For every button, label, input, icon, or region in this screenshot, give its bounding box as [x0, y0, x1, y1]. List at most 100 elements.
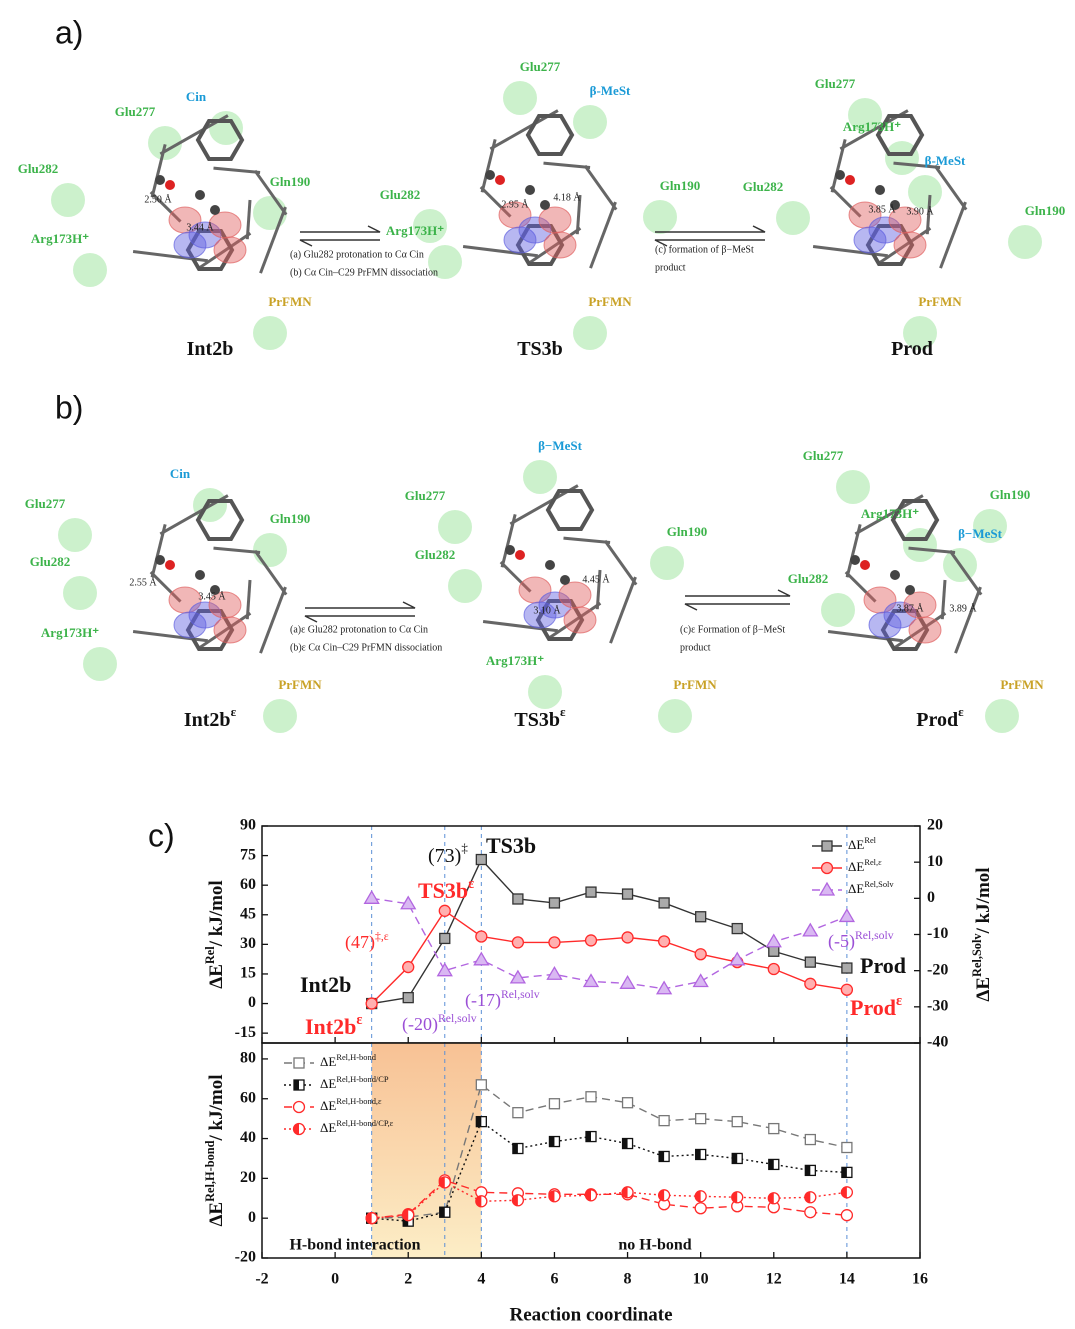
orbital-lobe	[208, 211, 242, 239]
data-point	[655, 980, 673, 995]
y2-tick-label: 0	[927, 889, 935, 906]
x-tick-label: 4	[477, 1271, 485, 1288]
data-point	[400, 895, 417, 910]
plot-frame	[261, 1042, 921, 1259]
marker-shape	[804, 977, 817, 990]
y-tick-label: 80	[240, 1050, 256, 1067]
residue-highlight	[973, 509, 1007, 543]
marker-shape	[473, 951, 490, 966]
text-part: ε	[356, 1012, 362, 1028]
data-point	[802, 922, 819, 937]
residue-highlight	[903, 528, 937, 562]
marker-shape	[548, 1098, 561, 1110]
data-point	[475, 853, 487, 866]
marker-shape	[619, 975, 636, 989]
ring	[185, 228, 235, 272]
residue-label: PrFMN	[918, 294, 962, 309]
marker-shape	[438, 904, 451, 917]
arrow-caption: (a)ε Glu282 protonation to Cα Cin	[290, 624, 428, 635]
text-part: ‡	[461, 840, 468, 855]
data-point	[402, 960, 415, 974]
marker-half	[841, 1186, 847, 1198]
bond	[844, 571, 877, 603]
orbital-lobe	[188, 221, 222, 249]
residue-label: Glu282	[380, 187, 420, 202]
marker-half	[732, 1153, 738, 1164]
marker-shape	[821, 840, 833, 852]
orbital-lobe	[518, 216, 552, 244]
atom	[210, 205, 220, 215]
marker-shape	[804, 956, 816, 968]
data-point	[292, 1122, 306, 1136]
equilibrium-arrow	[655, 225, 766, 233]
data-point	[768, 1158, 780, 1171]
data-point	[804, 1191, 817, 1204]
structure-title: TS3b	[517, 338, 563, 360]
data-point	[621, 1186, 634, 1199]
marker-half	[659, 1151, 665, 1162]
orbital-lobe	[188, 601, 222, 629]
marker-half	[512, 1194, 518, 1206]
atom	[540, 200, 550, 210]
data-point	[402, 1209, 415, 1222]
distance-label: 4.45 Å	[582, 573, 610, 585]
atom	[195, 190, 205, 200]
residue-label: Gln190	[1025, 203, 1065, 218]
marker-half	[585, 1189, 591, 1201]
y-tick-label: 20	[240, 1169, 256, 1186]
ring	[535, 598, 585, 642]
distance-label: 3.44 Å	[186, 221, 214, 233]
marker-half	[439, 1207, 445, 1218]
bond	[149, 571, 182, 603]
text-part: TS3b	[486, 833, 536, 858]
residue-label: Gln190	[270, 511, 310, 526]
marker-shape	[840, 1209, 854, 1222]
x-tick-label: 6	[550, 1271, 558, 1288]
legend-label: ΔERel,ε	[848, 857, 882, 874]
data-point	[512, 1107, 524, 1119]
arrow-caption: product	[655, 262, 686, 273]
data-point	[767, 1192, 780, 1205]
text-part: Rel,Solv	[864, 879, 894, 889]
residue-highlight	[448, 569, 482, 603]
residue-highlight	[643, 200, 677, 234]
data-point	[658, 1114, 670, 1127]
residue-highlight	[908, 175, 942, 209]
orbital-lobe	[173, 231, 207, 259]
text-part: ΔE	[206, 1202, 227, 1227]
structure-title: TS3bε	[514, 704, 566, 730]
orbital-lobe	[538, 591, 572, 619]
y-tick-label: 60	[240, 1089, 256, 1106]
data-point	[584, 934, 598, 947]
y2-tick-label: 10	[927, 853, 943, 870]
molecule	[821, 470, 1019, 733]
marker-shape	[841, 962, 853, 974]
residue-label: Gln190	[270, 174, 310, 189]
arrow-caption: (b) Cα Cin–C29 PrFMN dissociation	[290, 267, 438, 278]
legend-label: ΔERel,H-bond/CP,ε	[320, 1118, 394, 1135]
marker-shape	[365, 997, 378, 1010]
residue-highlight	[836, 470, 870, 504]
marker-half	[841, 1167, 847, 1178]
residue-label: Glu282	[18, 161, 58, 176]
orbital-lobe	[503, 226, 537, 254]
residue-highlight	[428, 245, 462, 279]
ring	[525, 113, 575, 157]
distance-label: 2.95 Å	[501, 198, 529, 210]
distance-label: 3.85 Å	[868, 203, 896, 215]
marker-shape	[692, 973, 709, 988]
marker-shape	[548, 897, 561, 909]
x-tick-label: 12	[766, 1271, 782, 1288]
atom	[505, 545, 515, 555]
data-point	[820, 861, 834, 875]
ring	[195, 118, 245, 162]
bond	[213, 546, 261, 554]
marker-shape	[293, 1057, 305, 1069]
data-point	[841, 962, 853, 974]
data-point	[657, 935, 671, 948]
marker-half	[439, 1176, 445, 1188]
residue-highlight	[573, 316, 607, 350]
x-tick-label: 14	[839, 1271, 855, 1288]
marker-half	[731, 1191, 738, 1203]
annotation: (-20)Rel,solv	[402, 1012, 477, 1035]
